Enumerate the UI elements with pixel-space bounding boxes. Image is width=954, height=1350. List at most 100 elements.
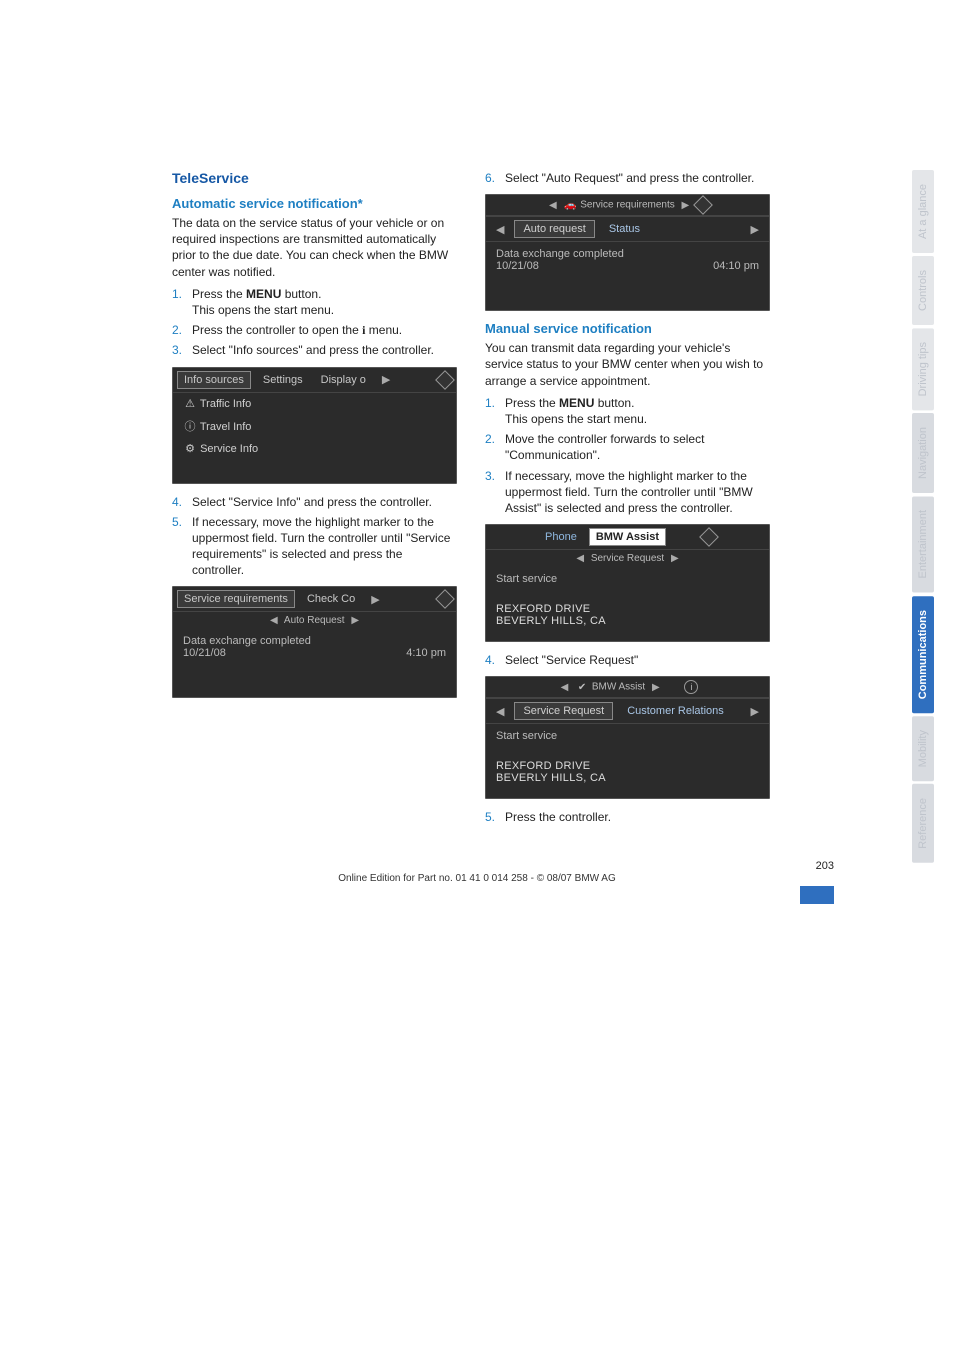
list-item-label: Traffic Info — [200, 398, 251, 410]
tab-status: Status — [601, 221, 648, 237]
chevron-left-icon: ◀ — [545, 200, 561, 211]
step-text: Select "Service Info" and press the cont… — [192, 494, 457, 510]
sidetab-entertainment[interactable]: Entertainment — [912, 496, 934, 592]
step-text: Select "Service Request" — [505, 652, 770, 668]
step-number: 3. — [485, 468, 505, 517]
step-number: 2. — [172, 322, 192, 338]
auto-notif-heading: Automatic service notification* — [172, 196, 457, 211]
steps-list-a: 1. Press the MENU button.This opens the … — [172, 286, 457, 359]
manual-notif-intro: You can transmit data regarding your veh… — [485, 340, 770, 389]
diamond-icon — [693, 195, 713, 215]
step-number: 5. — [485, 809, 505, 825]
step-number: 4. — [485, 652, 505, 668]
chevron-left-icon: ◀ — [572, 553, 588, 564]
chevron-right-icon: ▶ — [747, 705, 763, 718]
chevron-left-icon: ◀ — [492, 223, 508, 236]
tab-auto-request: Auto request — [514, 220, 594, 238]
info-icon: ⓘ — [183, 418, 197, 434]
side-tabs: At a glance Controls Driving tips Naviga… — [912, 170, 934, 863]
step-number: 1. — [172, 286, 192, 318]
manual-notif-heading: Manual service notification — [485, 321, 770, 336]
tab-display: Display o — [315, 372, 372, 388]
address-line1: REXFORD DRIVE — [496, 760, 759, 772]
tab-phone: Phone — [539, 529, 583, 545]
step-text: If necessary, move the highlight marker … — [505, 468, 770, 517]
step-text: Press the controller to open the i menu. — [192, 322, 457, 338]
sub-label: Service Request — [591, 553, 664, 564]
info-circle-icon: i — [684, 680, 698, 694]
diamond-icon — [699, 527, 719, 547]
time-text: 4:10 pm — [406, 647, 446, 659]
page-number: 203 — [816, 860, 834, 872]
check-icon: ✔ — [575, 682, 589, 693]
steps-list-b: 4. Select "Service Info" and press the c… — [172, 494, 457, 579]
screenshot-service-req: Service requirements Check Co ▶ ◀ Auto R… — [172, 586, 457, 698]
chevron-right-icon: ▶ — [367, 593, 383, 606]
time-text: 04:10 pm — [713, 260, 759, 272]
chevron-left-icon: ◀ — [492, 705, 508, 718]
header-label: Service requirements — [580, 200, 674, 211]
address-line1: REXFORD DRIVE — [496, 603, 759, 615]
tab-settings: Settings — [257, 372, 309, 388]
screenshot-auto-request: ◀ 🚗 Service requirements ▶ ◀ Auto reques… — [485, 194, 770, 311]
chevron-right-icon: ▶ — [648, 682, 664, 693]
step-number: 6. — [485, 170, 505, 186]
chevron-right-icon: ▶ — [747, 223, 763, 236]
sidetab-reference[interactable]: Reference — [912, 784, 934, 863]
sidetab-at-a-glance[interactable]: At a glance — [912, 170, 934, 253]
sidetab-controls[interactable]: Controls — [912, 256, 934, 325]
sidetab-navigation[interactable]: Navigation — [912, 413, 934, 493]
address-line2: BEVERLY HILLS, CA — [496, 772, 759, 784]
chevron-right-icon: ▶ — [378, 373, 394, 386]
left-column: TeleService Automatic service notificati… — [172, 170, 457, 833]
sub-label: Auto Request — [284, 615, 345, 626]
status-line: Data exchange completed — [183, 635, 446, 647]
step-text: Move the controller forwards to select "… — [505, 431, 770, 463]
right-column: 6. Select "Auto Request" and press the c… — [485, 170, 770, 833]
list-item-label: Travel Info — [200, 421, 252, 433]
chevron-left-icon: ◀ — [266, 615, 282, 626]
teleservice-heading: TeleService — [172, 170, 457, 186]
sidetab-mobility[interactable]: Mobility — [912, 716, 934, 781]
chevron-right-icon: ▶ — [667, 553, 683, 564]
date-text: 10/21/08 — [183, 647, 226, 659]
steps-list-d: 1. Press the MENU button.This opens the … — [485, 395, 770, 516]
steps-list-c: 6. Select "Auto Request" and press the c… — [485, 170, 770, 186]
tab-customer-relations: Customer Relations — [619, 703, 732, 719]
date-text: 10/21/08 — [496, 260, 539, 272]
diamond-icon — [435, 370, 455, 390]
chevron-left-icon: ◀ — [557, 682, 573, 693]
step-text: Press the MENU button.This opens the sta… — [505, 395, 770, 427]
address-line2: BEVERLY HILLS, CA — [496, 615, 759, 627]
step-number: 2. — [485, 431, 505, 463]
status-line: Data exchange completed — [496, 248, 759, 260]
diamond-icon — [435, 590, 455, 610]
step-text: Select "Info sources" and press the cont… — [192, 342, 457, 358]
steps-list-e: 4. Select "Service Request" — [485, 652, 770, 668]
warning-icon: ⚠ — [183, 397, 197, 410]
sidetab-communications[interactable]: Communications — [912, 596, 934, 713]
start-service-line: Start service — [496, 573, 759, 585]
tab-bmw-assist: BMW Assist — [589, 528, 666, 546]
tab-check: Check Co — [301, 591, 361, 607]
chevron-right-icon: ▶ — [678, 200, 694, 211]
step-text: Press the controller. — [505, 809, 770, 825]
sidetab-driving-tips[interactable]: Driving tips — [912, 328, 934, 410]
screenshot-info-sources: Info sources Settings Display o ▶ ⚠ Traf… — [172, 367, 457, 484]
step-number: 5. — [172, 514, 192, 579]
step-number: 4. — [172, 494, 192, 510]
tab-info-sources: Info sources — [177, 371, 251, 389]
list-item-label: Service Info — [200, 443, 258, 455]
car-icon: 🚗 — [563, 200, 577, 211]
step-text: If necessary, move the highlight marker … — [192, 514, 457, 579]
screenshot-bmw-assist: Phone BMW Assist ◀ Service Request ▶ Sta… — [485, 524, 770, 642]
gear-icon: ⚙ — [183, 442, 197, 455]
tab-service-req: Service requirements — [177, 590, 295, 608]
start-service-line: Start service — [496, 730, 759, 742]
tab-service-request: Service Request — [514, 702, 613, 720]
list-item: ⚠ Traffic Info — [173, 393, 456, 414]
auto-notif-intro: The data on the service status of your v… — [172, 215, 457, 280]
screenshot-service-request: ◀ ✔ BMW Assist ▶ i ◀ Service Request Cus… — [485, 676, 770, 799]
step-text: Press the MENU button.This opens the sta… — [192, 286, 457, 318]
list-item: ⚙ Service Info — [173, 438, 456, 459]
